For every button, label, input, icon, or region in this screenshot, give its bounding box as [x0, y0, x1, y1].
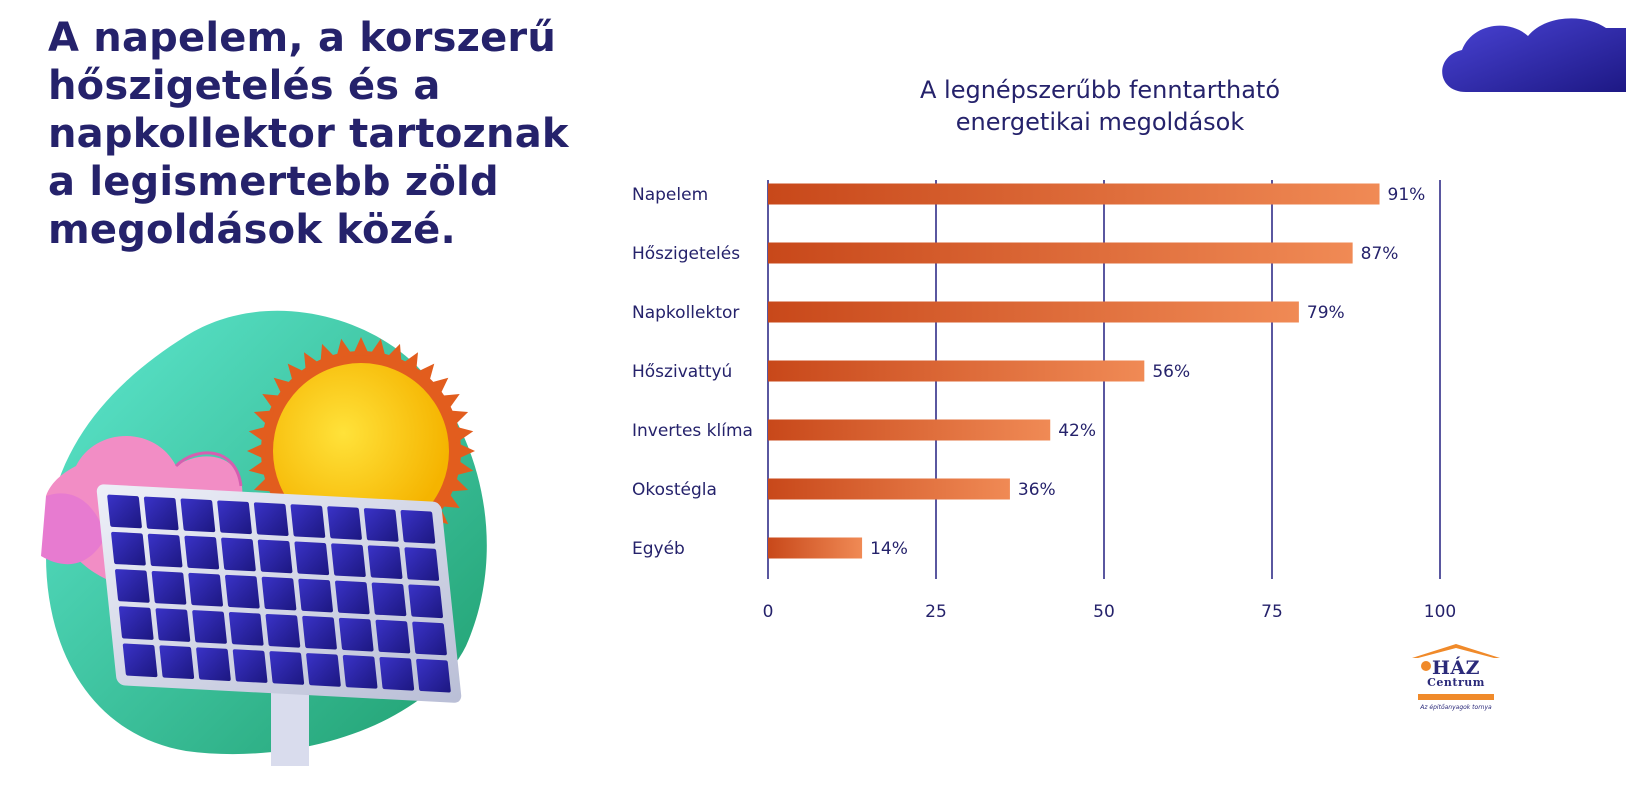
category-label: Napkollektor — [632, 303, 739, 323]
category-label: Okostégla — [632, 480, 717, 500]
solar-panel-illustration — [41, 310, 487, 766]
headline-line: hőszigetelés és a — [48, 63, 441, 109]
category-label: Napelem — [632, 185, 708, 205]
category-label: Invertes klíma — [632, 421, 753, 441]
value-label: 87% — [1361, 244, 1399, 264]
category-label: Hőszivattyú — [632, 362, 732, 382]
bar — [768, 301, 1299, 323]
x-tick-label: 50 — [1093, 602, 1115, 620]
headline-line: napkollektor tartoznak — [48, 111, 569, 157]
category-label: Egyéb — [632, 539, 685, 559]
bar-chart: Napelem 91% Hőszigetelés 87% Napkollektor 79%… — [632, 180, 1456, 620]
chart-title-line: energetikai megoldások — [955, 108, 1245, 136]
chart-title: A legnépszerűbb fenntartható energetikai… — [880, 74, 1320, 138]
logo-subtitle: Centrum — [1427, 676, 1485, 689]
bar — [768, 537, 863, 559]
x-tick-label: 0 — [763, 602, 774, 620]
value-label: 14% — [870, 539, 908, 559]
bar — [768, 183, 1380, 205]
solar-panel — [96, 484, 462, 703]
value-label: 36% — [1018, 480, 1056, 500]
bar — [768, 242, 1353, 264]
value-label: 56% — [1152, 362, 1190, 382]
chart-title-line: A legnépszerűbb fenntartható — [919, 76, 1280, 104]
haz-centrum-logo: HÁZ Centrum Az épitőanyagok tornya — [1404, 642, 1524, 732]
cloud-shape — [1442, 18, 1626, 93]
logo-tagline: Az épitőanyagok tornya — [1420, 704, 1492, 711]
house-roof-icon — [1412, 644, 1500, 700]
logo-title: HÁZ — [1431, 657, 1481, 679]
headline-line: megoldások közé. — [48, 207, 456, 253]
value-label: 42% — [1058, 421, 1096, 441]
x-tick-label: 75 — [1261, 602, 1283, 620]
x-tick-label: 25 — [925, 602, 947, 620]
bar — [768, 478, 1010, 500]
category-label: Hőszigetelés — [632, 244, 740, 264]
value-label: 91% — [1388, 185, 1426, 205]
bar — [768, 419, 1051, 441]
x-tick-label: 100 — [1424, 602, 1456, 620]
bar — [768, 360, 1145, 382]
value-label: 79% — [1307, 303, 1345, 323]
headline: A napelem, a korszerű hőszigetelés és a … — [48, 14, 608, 254]
headline-line: a legismertebb zöld — [48, 159, 499, 205]
headline-line: A napelem, a korszerű — [48, 15, 557, 61]
